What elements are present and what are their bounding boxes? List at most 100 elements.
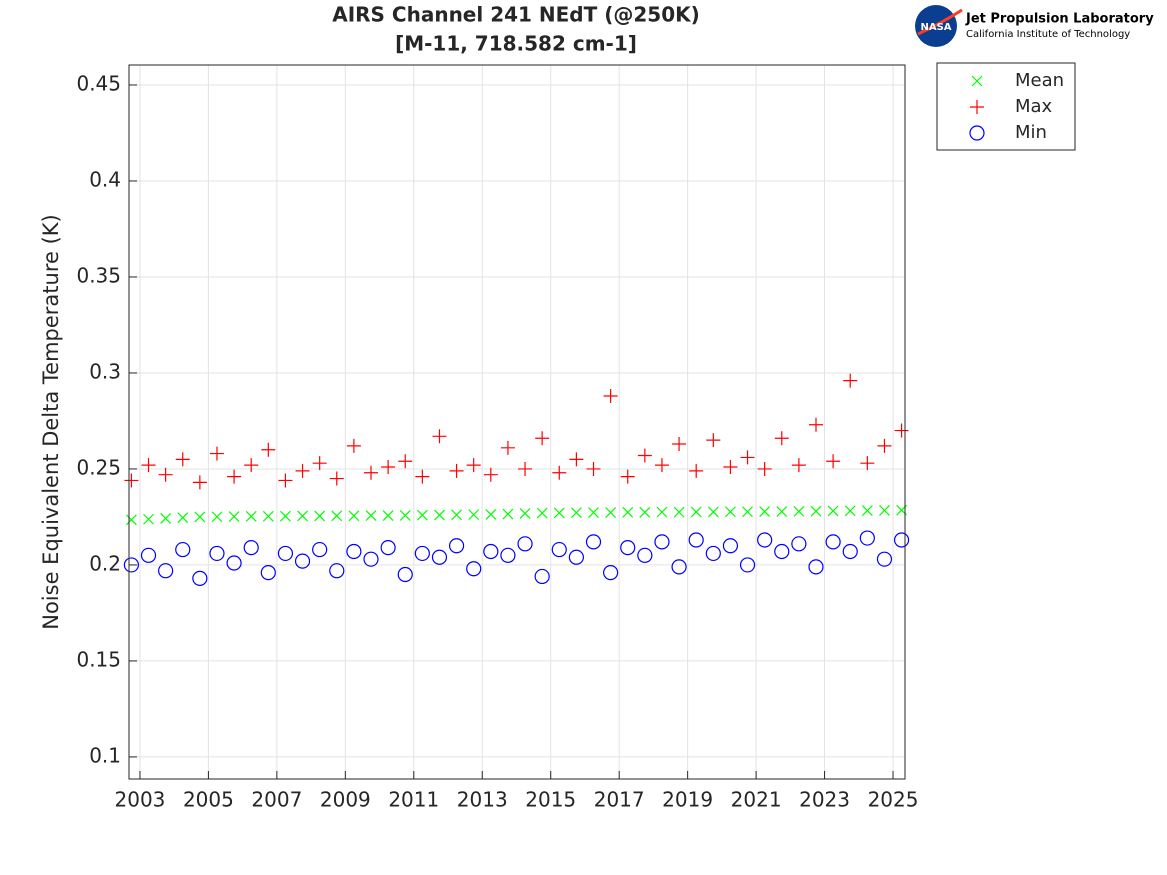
x-tick-label: 2011 — [388, 788, 439, 812]
data-point — [346, 543, 362, 560]
data-point — [809, 417, 824, 432]
data-point — [893, 532, 910, 548]
y-tick-label: 0.1 — [89, 743, 121, 767]
data-point — [245, 510, 257, 522]
data-point — [123, 557, 139, 573]
data-point — [346, 438, 361, 453]
data-point — [160, 513, 172, 524]
data-point — [671, 559, 687, 575]
legend-label: Min — [1015, 122, 1047, 143]
data-point — [759, 506, 771, 517]
data-point — [876, 551, 893, 567]
data-point — [211, 511, 223, 523]
data-point — [739, 557, 756, 573]
data-point — [314, 510, 326, 522]
data-point — [331, 510, 343, 522]
data-point — [793, 505, 805, 517]
data-point — [483, 543, 499, 560]
data-point — [485, 509, 497, 520]
data-point — [262, 510, 274, 522]
data-point — [365, 510, 377, 522]
data-point — [278, 473, 293, 488]
data-point — [277, 545, 294, 562]
data-point — [757, 532, 773, 548]
data-point — [810, 505, 822, 517]
logo-swoosh — [917, 8, 963, 36]
data-point — [312, 456, 327, 471]
data-point — [791, 458, 806, 473]
data-point — [500, 547, 516, 563]
y-tick-label: 0.2 — [89, 551, 121, 575]
y-tick-label: 0.45 — [76, 71, 121, 95]
data-point — [244, 458, 259, 473]
data-point — [209, 446, 224, 461]
data-point — [295, 463, 310, 478]
data-point — [742, 506, 753, 518]
data-point — [570, 507, 582, 519]
data-point — [141, 458, 156, 473]
data-point — [740, 450, 755, 465]
data-point — [723, 460, 738, 475]
data-point — [398, 454, 413, 469]
data-point — [894, 423, 909, 438]
data-point — [364, 465, 379, 480]
data-point — [397, 566, 413, 583]
data-point — [722, 538, 739, 554]
data-point — [588, 507, 599, 518]
data-point — [605, 507, 617, 518]
data-point — [431, 549, 448, 565]
data-point — [209, 545, 225, 562]
data-point — [757, 461, 772, 476]
data-point — [416, 509, 428, 521]
data-point — [825, 534, 841, 550]
data-point — [586, 461, 601, 476]
data-point — [194, 511, 206, 523]
x-tick-label: 2009 — [320, 788, 371, 812]
x-tick-label: 2007 — [251, 788, 302, 812]
logo-sub: California Institute of Technology — [966, 29, 1130, 40]
data-point — [228, 511, 240, 522]
data-point — [381, 460, 396, 475]
x-tick-label: 2017 — [594, 788, 645, 812]
data-point — [294, 553, 311, 569]
data-point — [603, 565, 619, 581]
chart-subtitle: [M-11, 718.582 cm-1] — [395, 32, 637, 56]
y-tick-label: 0.4 — [89, 167, 121, 191]
plot-frame — [128, 64, 906, 780]
data-point — [844, 505, 856, 517]
data-point — [143, 513, 154, 525]
data-point — [261, 442, 276, 457]
data-point — [175, 452, 190, 467]
data-point — [705, 545, 721, 562]
data-point — [177, 512, 189, 524]
plot-area — [129, 65, 905, 779]
data-point — [620, 540, 636, 556]
data-point — [774, 543, 790, 560]
legend-marker — [969, 125, 985, 141]
data-point — [297, 510, 308, 522]
data-point — [382, 510, 394, 522]
logo-org: Jet Propulsion Laboratory — [965, 12, 1154, 27]
data-point — [519, 508, 531, 519]
data-point — [192, 570, 208, 586]
data-point — [637, 448, 652, 463]
data-point — [466, 561, 482, 577]
data-point — [329, 563, 345, 579]
data-point — [380, 540, 396, 556]
data-point — [226, 555, 242, 571]
data-point — [140, 547, 157, 563]
data-point — [260, 565, 276, 581]
data-point — [569, 452, 584, 467]
data-point — [860, 456, 875, 471]
data-point — [517, 536, 533, 552]
data-point — [553, 507, 565, 519]
data-point — [243, 540, 259, 556]
data-point — [483, 467, 498, 482]
data-point — [707, 506, 719, 518]
y-tick-label: 0.35 — [76, 263, 121, 287]
data-point — [125, 514, 137, 526]
data-point — [568, 549, 584, 565]
data-point — [603, 388, 618, 403]
logo: NASA Jet Propulsion Laboratory Californi… — [915, 5, 1154, 47]
